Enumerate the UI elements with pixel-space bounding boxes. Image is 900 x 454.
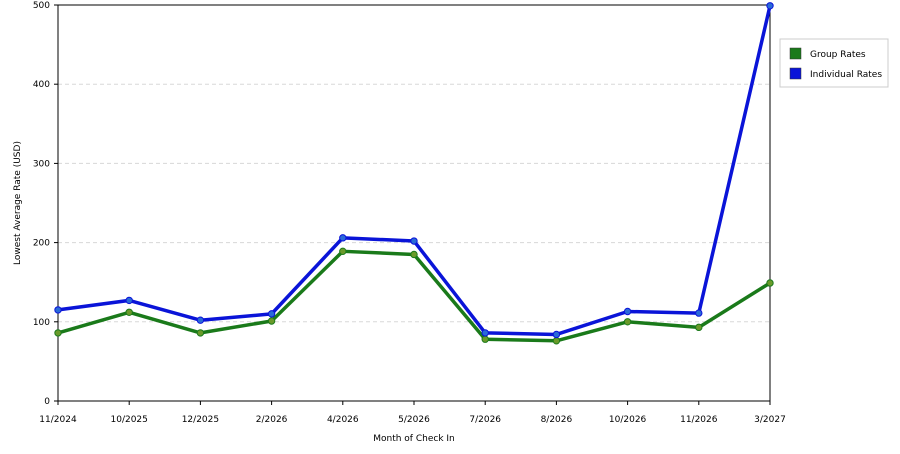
y-ticks: 0 100 200 300 400 500 — [33, 1, 58, 407]
y-tick-label: 500 — [33, 1, 50, 11]
data-point-individual-rates — [766, 2, 774, 10]
data-point-group-rates — [552, 337, 561, 345]
data-point-group-rates — [623, 318, 632, 326]
data-point-group-rates — [410, 250, 418, 259]
x-tick-label: 5/2026 — [398, 415, 430, 425]
data-point-group-rates — [54, 329, 62, 337]
x-tick-label: 4/2026 — [327, 415, 359, 425]
data-point-individual-rates — [623, 307, 632, 316]
x-ticks: 11/2024 10/2025 12/2025 2/2026 4/2026 5/2026 7… — [39, 401, 786, 425]
data-point-individual-rates — [481, 329, 489, 337]
data-point-individual-rates — [410, 237, 418, 245]
series-line-individual-rates — [57, 5, 772, 337]
gridlines — [58, 83, 770, 323]
data-point-group-rates — [267, 317, 276, 325]
y-tick-label: 100 — [33, 318, 50, 328]
legend-swatch-individual-rates — [789, 67, 802, 80]
data-point-group-rates — [481, 335, 489, 343]
y-tick-label: 0 — [44, 397, 50, 407]
x-tick-label: 10/2025 — [111, 415, 148, 425]
data-point-individual-rates — [695, 309, 703, 317]
data-point-individual-rates — [267, 310, 276, 318]
legend-label-individual-rates: Individual Rates — [810, 70, 882, 80]
y-tick-label: 200 — [33, 239, 50, 249]
data-point-group-rates — [695, 323, 703, 332]
series-line-group-rates — [57, 249, 771, 343]
x-tick-label: 11/2024 — [39, 415, 77, 425]
x-tick-label: 2/2026 — [256, 415, 288, 425]
y-tick-label: 300 — [33, 159, 50, 169]
series — [54, 2, 774, 345]
legend: Group Rates Individual Rates — [779, 38, 889, 88]
y-tick-label: 400 — [33, 80, 50, 90]
x-tick-label: 12/2025 — [182, 415, 219, 425]
data-point-individual-rates — [339, 234, 347, 242]
data-point-group-rates — [196, 329, 205, 337]
x-tick-label: 10/2026 — [609, 415, 647, 425]
x-tick-label: 3/2027 — [754, 415, 786, 425]
axes — [57, 4, 771, 402]
data-point-group-rates — [766, 279, 774, 287]
data-point-group-rates — [339, 247, 347, 256]
data-point-individual-rates — [552, 330, 561, 339]
legend-label-group-rates: Group Rates — [810, 50, 866, 60]
x-tick-label: 8/2026 — [541, 415, 573, 425]
data-point-individual-rates — [196, 316, 205, 324]
x-axis-title: Month of Check In — [373, 434, 455, 444]
data-point-group-rates — [125, 308, 133, 316]
y-axis-title: Lowest Average Rate (USD) — [13, 141, 23, 265]
x-tick-label: 7/2026 — [469, 415, 501, 425]
legend-swatch-group-rates — [789, 47, 802, 60]
x-tick-label: 11/2026 — [680, 415, 718, 425]
data-point-individual-rates — [125, 296, 133, 305]
data-point-individual-rates — [54, 306, 62, 314]
